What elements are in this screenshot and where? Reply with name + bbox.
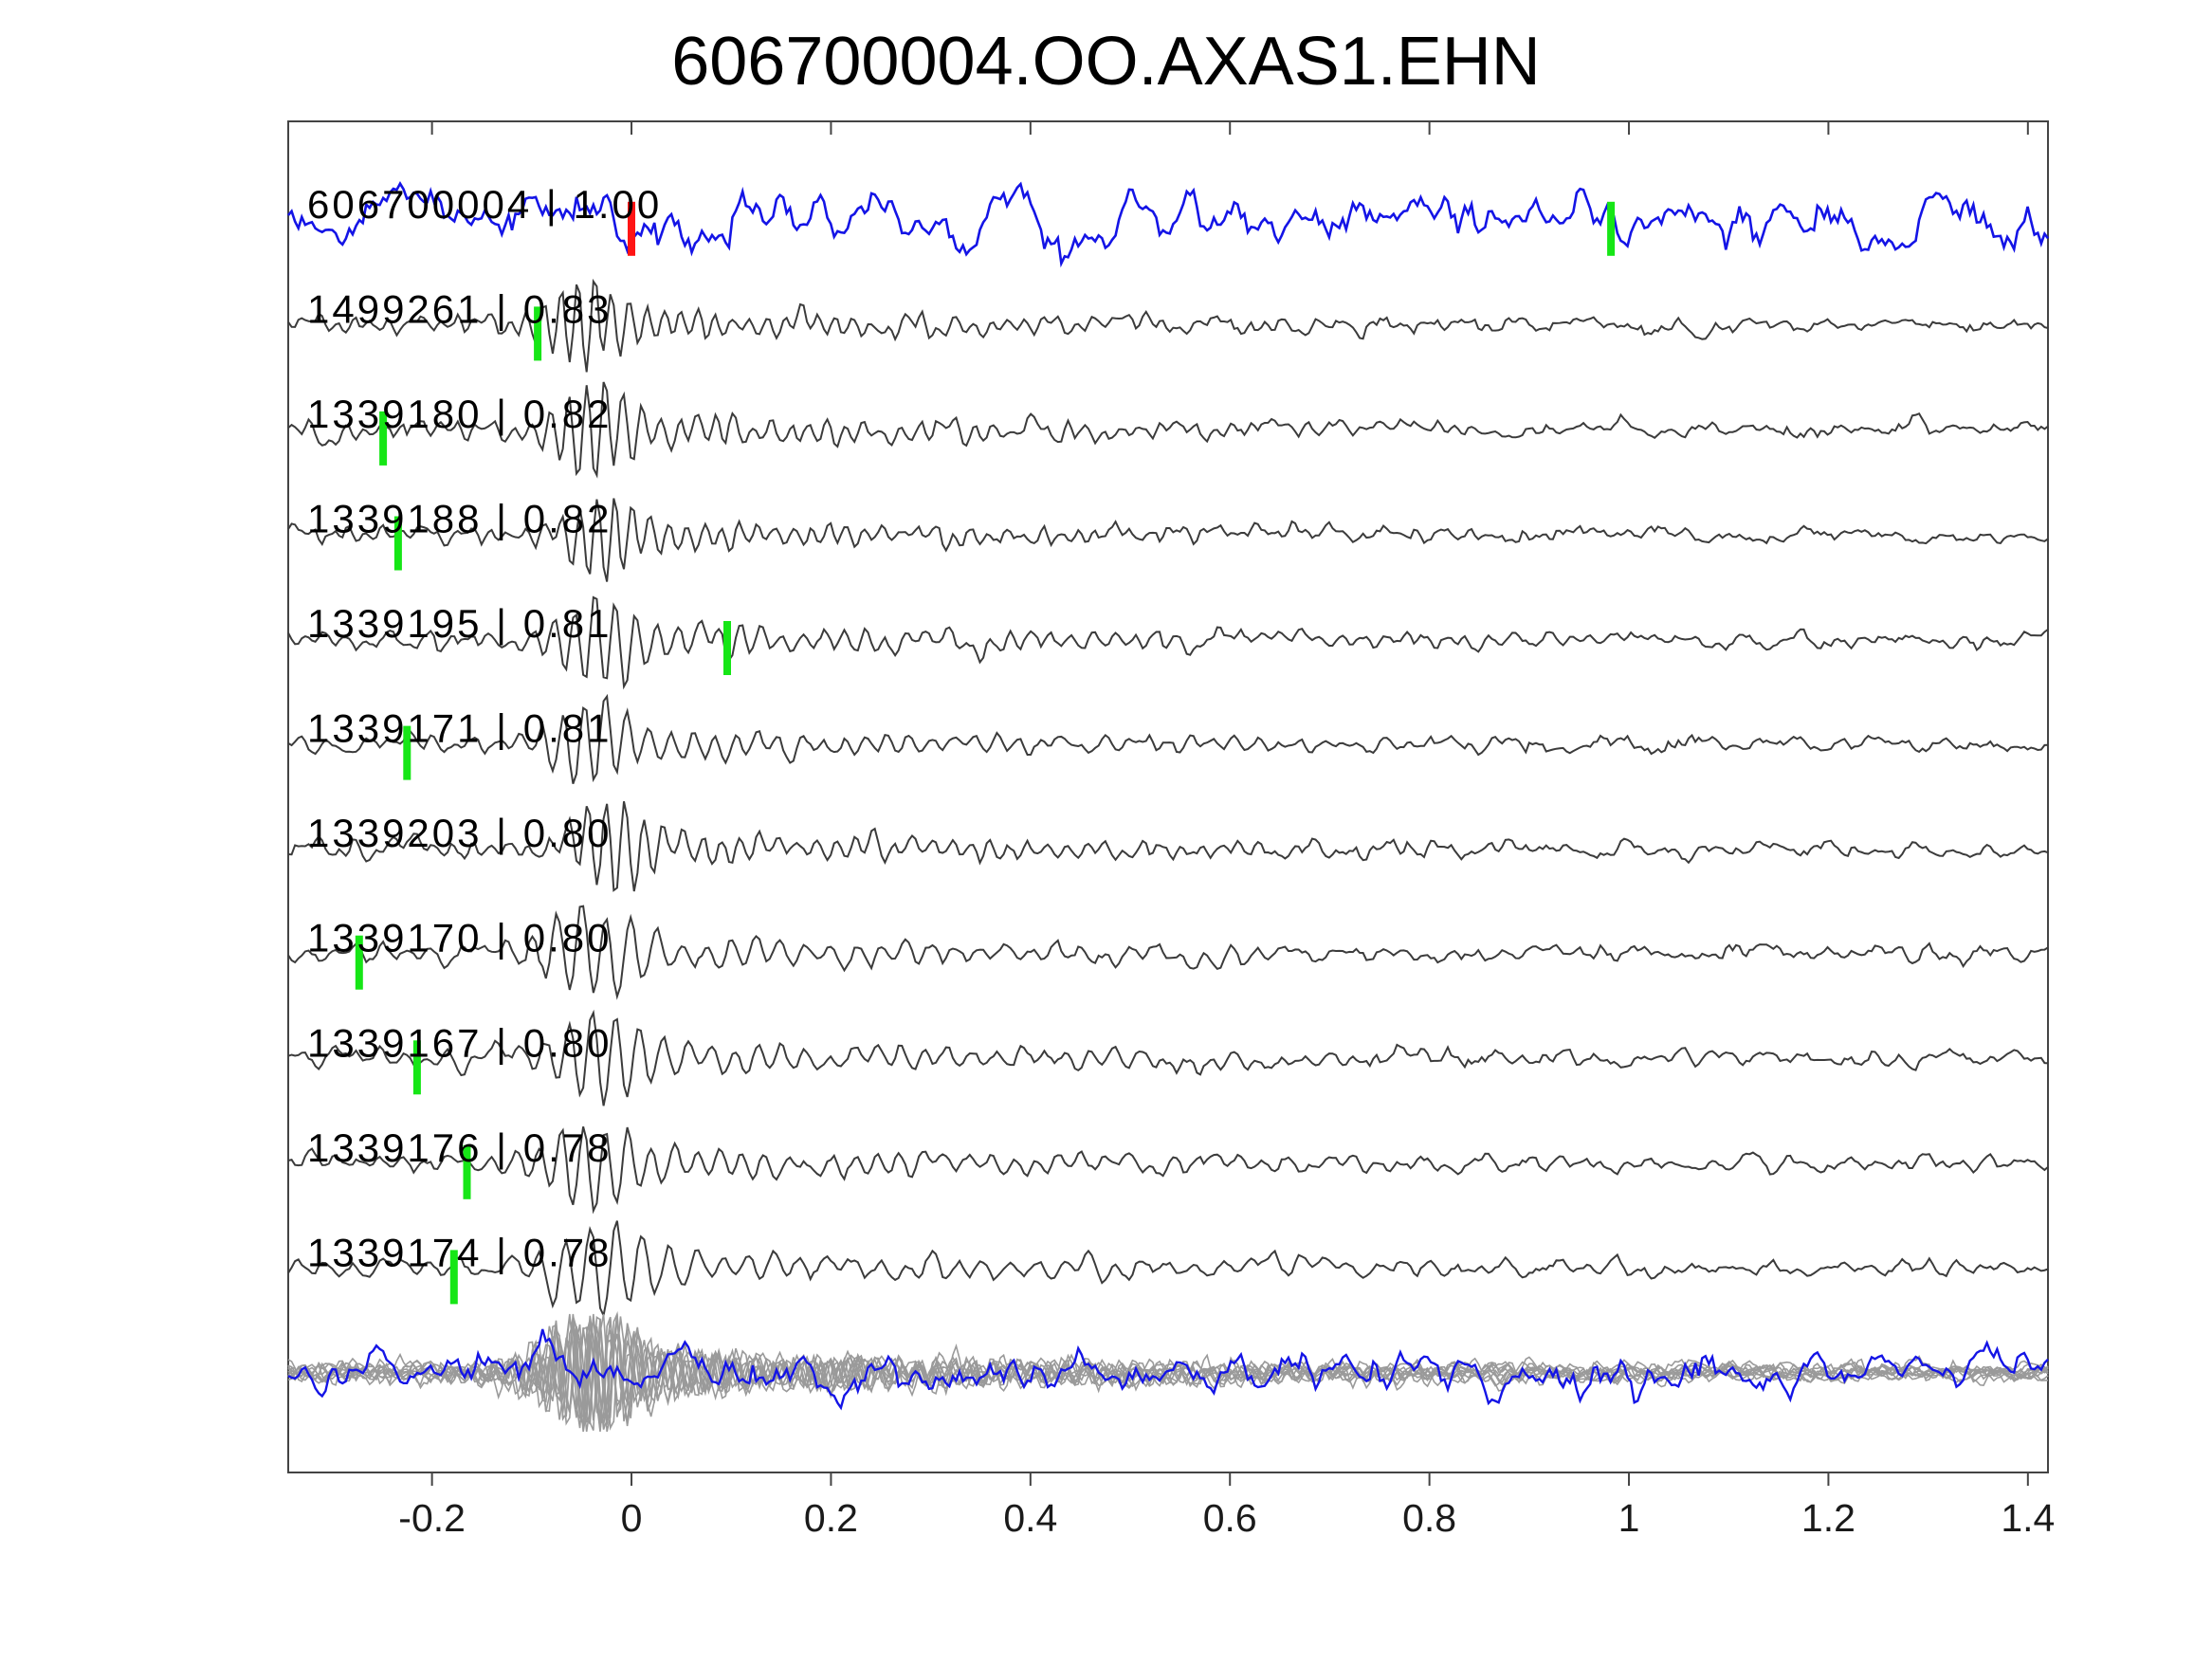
svg-text:1339171 | 0.81: 1339171 | 0.81 [307,706,612,751]
svg-text:1339195 | 0.81: 1339195 | 0.81 [307,601,612,646]
svg-text:1.4: 1.4 [2001,1496,2055,1540]
svg-text:0.6: 0.6 [1203,1496,1257,1540]
svg-text:1339170 | 0.80: 1339170 | 0.80 [307,916,612,960]
svg-text:1.2: 1.2 [1801,1496,1856,1540]
svg-text:1499261 | 0.83: 1499261 | 0.83 [307,286,612,331]
svg-text:0.8: 0.8 [1402,1496,1456,1540]
svg-text:1339176 | 0.78: 1339176 | 0.78 [307,1125,612,1170]
svg-text:606700004 | 1.00: 606700004 | 1.00 [307,182,662,227]
svg-text:1339174 | 0.78: 1339174 | 0.78 [307,1230,612,1274]
svg-text:1339188 | 0.82: 1339188 | 0.82 [307,496,612,540]
svg-text:0.2: 0.2 [804,1496,858,1540]
svg-text:-0.2: -0.2 [398,1496,466,1540]
svg-text:1339203 | 0.80: 1339203 | 0.80 [307,811,612,855]
svg-text:1: 1 [1618,1496,1640,1540]
svg-text:1339167 | 0.80: 1339167 | 0.80 [307,1020,612,1065]
svg-text:0.4: 0.4 [1003,1496,1057,1540]
svg-text:1339180 | 0.82: 1339180 | 0.82 [307,392,612,436]
svg-text:0: 0 [621,1496,643,1540]
